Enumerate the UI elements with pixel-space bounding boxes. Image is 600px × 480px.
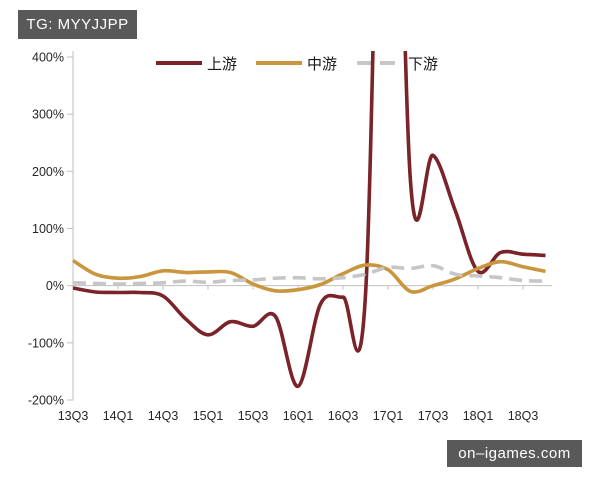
x-tick-label: 16Q1 <box>283 409 314 423</box>
chart-legend: 上游 中游 下游 <box>156 56 438 73</box>
legend-downstream-label: 下游 <box>408 56 438 73</box>
y-tick-label: 300% <box>32 108 64 122</box>
y-tick-label: 100% <box>32 222 64 236</box>
y-tick-label: 0% <box>46 279 64 293</box>
chart-axes: -200% -100% 0% 100% 200% 300% 400% 13Q3 14Q1 14Q3… <box>28 51 552 423</box>
y-tick-label: -200% <box>28 394 64 408</box>
y-tick-label: 200% <box>32 165 64 179</box>
legend-upstream-label: 上游 <box>207 56 237 73</box>
x-tick-label: 17Q3 <box>418 409 449 423</box>
x-tick-label: 18Q3 <box>508 409 539 423</box>
watermark-badge: on–igames.com <box>447 440 582 467</box>
x-tick-label: 18Q1 <box>463 409 494 423</box>
y-tick-label: 400% <box>32 51 64 65</box>
chart-series <box>72 51 546 389</box>
legend-midstream-label: 中游 <box>307 56 337 73</box>
x-tick-label: 16Q3 <box>328 409 359 423</box>
y-tick-label: -100% <box>28 336 64 350</box>
x-tick-label: 14Q1 <box>103 409 134 423</box>
x-tick-label: 14Q3 <box>148 409 179 423</box>
source-tag-badge: TG: MYYJJPP <box>18 10 137 39</box>
x-tick-label: 15Q3 <box>238 409 269 423</box>
midstream-line <box>72 258 546 294</box>
x-tick-label: 13Q3 <box>58 409 89 423</box>
x-tick-label: 17Q1 <box>373 409 404 423</box>
x-tick-label: 15Q1 <box>193 409 224 423</box>
upstream-line <box>72 51 546 389</box>
